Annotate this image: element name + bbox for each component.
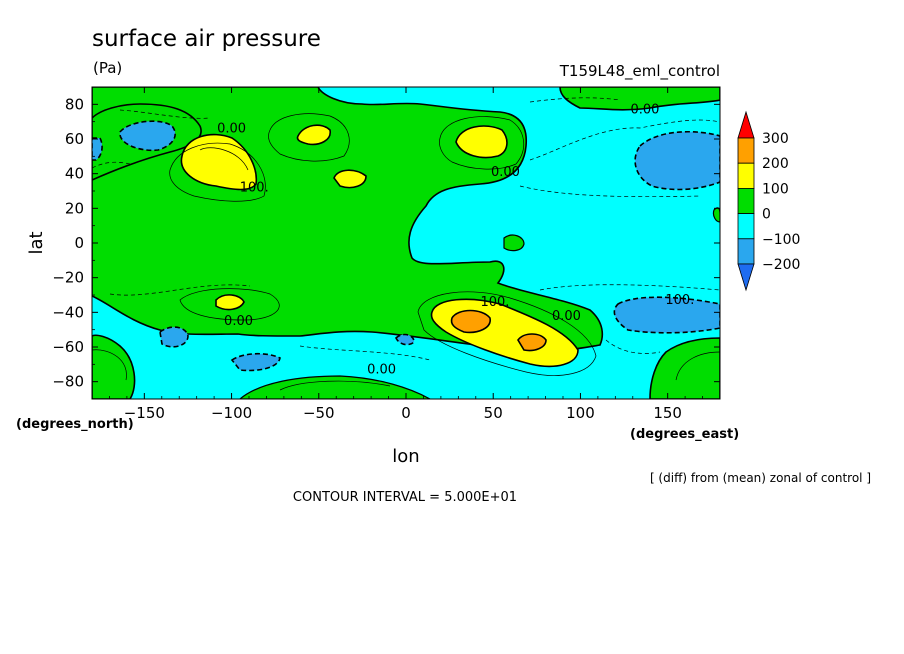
- negative-patch-2: [634, 130, 720, 191]
- positive-region-east: [559, 87, 720, 111]
- negative-patch-5: [159, 326, 189, 348]
- high-region-north-america: [180, 133, 258, 191]
- colorbar-segment: [737, 162, 755, 189]
- high-region-south-pacific: [215, 294, 245, 311]
- high-region-europe: [455, 125, 508, 159]
- peak-region-south-2: [517, 333, 547, 352]
- colorbar-segment: [737, 187, 755, 214]
- contour-label: 0.00: [217, 122, 246, 137]
- y-axis-label: lat: [26, 231, 47, 254]
- dashed-contour-9: [92, 161, 131, 169]
- y-tick-label: 40: [65, 165, 84, 183]
- dashed-contour-4: [539, 284, 720, 291]
- dashed-contours: [92, 97, 720, 361]
- contour-label: 0.00: [631, 103, 660, 118]
- dashed-contour-3: [519, 185, 701, 198]
- y-tick-label: 0: [74, 234, 84, 252]
- colorbar: 300 200 100 0 −100 −200: [737, 110, 800, 292]
- contour-label: 0.00: [491, 165, 520, 180]
- colorbar-label: 300: [762, 131, 789, 147]
- contour-line-2: [169, 142, 266, 202]
- negative-patch-7: [395, 333, 415, 346]
- x-axis-label: lon: [392, 446, 419, 467]
- y-tick-label: 60: [65, 130, 84, 148]
- colorbar-label: 0: [762, 207, 771, 223]
- high-region-central: [333, 169, 367, 189]
- peak-region-south-1: [450, 309, 491, 334]
- y-axis-units: (degrees_north): [16, 417, 134, 432]
- y-tick-label: −80: [52, 373, 84, 391]
- high-region-arctic: [296, 124, 331, 146]
- diff-note: [ (diff) from (mean) zonal of control ]: [650, 471, 871, 485]
- positive-island-africa: [503, 234, 525, 252]
- x-axis: −150 −100 −50 0 50 100 150: [109, 87, 703, 422]
- contour-line-8: [675, 351, 720, 381]
- contour-label: 100.: [665, 293, 694, 308]
- negative-patch-6: [230, 352, 281, 372]
- x-tick-label: 0: [401, 404, 411, 422]
- y-axis: 80 60 40 20 0 −20 −40 −60 −80: [52, 86, 720, 400]
- run-label: T159L48_eml_control: [559, 62, 720, 81]
- dashed-contour-6: [109, 284, 251, 296]
- dashed-contour-1: [529, 97, 621, 103]
- y-tick-label: 20: [65, 199, 84, 217]
- contour-label: 0.00: [224, 314, 253, 329]
- x-tick-label: −150: [124, 404, 165, 422]
- colorbar-bottom-arrow: [737, 263, 755, 292]
- colorbar-segment: [737, 238, 755, 265]
- y-tick-label: −60: [52, 338, 84, 356]
- units-label: (Pa): [93, 59, 122, 77]
- positive-region-antarctic: [239, 375, 431, 399]
- x-tick-label: −100: [211, 404, 252, 422]
- dashed-contour-2: [529, 119, 720, 161]
- contour-field: 0.00 0.00 0.00 100. 100. 100. 0.00 0.00 0.00: [92, 87, 720, 399]
- y-tick-label: 80: [65, 95, 84, 113]
- chart-title: surface air pressure: [92, 26, 321, 52]
- dashed-contour-7: [119, 109, 211, 119]
- contour-label: 100.: [240, 181, 269, 196]
- contour-label: 0.00: [552, 309, 581, 324]
- colorbar-label: −100: [762, 232, 800, 248]
- x-tick-label: 100: [566, 404, 595, 422]
- dashed-contour-8: [299, 345, 431, 361]
- y-tick-label: −40: [52, 303, 84, 321]
- x-tick-label: −50: [303, 404, 335, 422]
- x-tick-label: 50: [484, 404, 503, 422]
- colorbar-label: 200: [762, 156, 789, 172]
- negative-patch-1: [119, 120, 176, 152]
- positive-region-south-east: [649, 337, 720, 399]
- x-tick-label: 150: [653, 404, 682, 422]
- y-tick-label: −20: [52, 269, 84, 287]
- colorbar-top-arrow: [737, 110, 755, 139]
- contour-line-1: [199, 147, 249, 171]
- negative-patch-4: [613, 296, 720, 334]
- contour-line-3: [268, 113, 350, 162]
- contour-line-6: [179, 288, 280, 321]
- contour-label: 0.00: [367, 363, 396, 378]
- colorbar-segment: [737, 137, 755, 164]
- contour-interval: CONTOUR INTERVAL = 5.000E+01: [293, 490, 517, 505]
- contour-labels: 0.00 0.00 0.00 100. 100. 100. 0.00 0.00 0.00: [217, 103, 694, 378]
- contour-line-7: [92, 349, 127, 381]
- dashed-contour-5: [605, 339, 661, 354]
- negative-patch-3: [92, 137, 103, 161]
- colorbar-label: 100: [762, 181, 789, 197]
- colorbar-segment: [737, 213, 755, 240]
- x-axis-units: (degrees_east): [630, 427, 739, 442]
- positive-region-south-west: [92, 334, 136, 399]
- contour-label: 100.: [480, 295, 509, 310]
- colorbar-label: −200: [762, 257, 800, 273]
- contour-line-4: [439, 116, 524, 170]
- contour-lines: [92, 113, 720, 391]
- contour-line-5: [417, 291, 597, 376]
- contour-line-9: [279, 380, 391, 391]
